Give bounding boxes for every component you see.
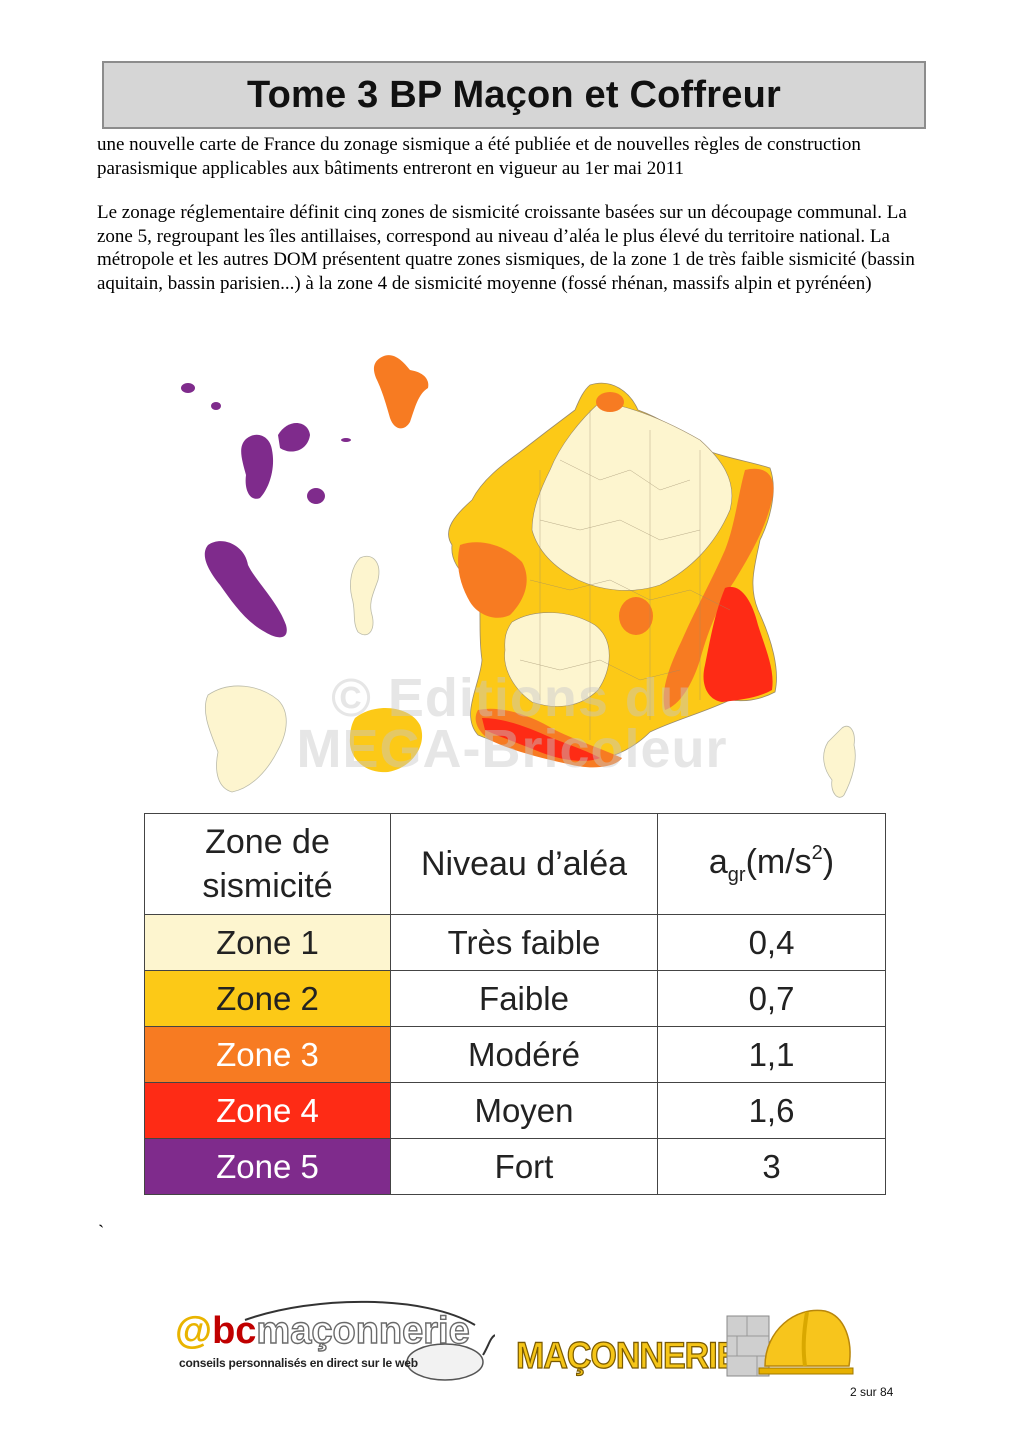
table-row: Zone 5 Fort 3	[144, 1138, 886, 1195]
logo-brand: @bcmaçonnerie	[175, 1309, 471, 1353]
seismic-map-svg	[181, 355, 856, 798]
logo-rest: maçonnerie	[256, 1309, 471, 1352]
maconnerie-banner: MAÇONNERIE	[515, 1334, 740, 1377]
france-zone3-west	[458, 542, 527, 618]
header-agr-sup: 2	[811, 842, 823, 864]
header-zone-line1: Zone de	[205, 823, 330, 861]
small-island-c	[341, 438, 351, 442]
zone-cell: Zone 1	[144, 914, 391, 971]
table-row: Zone 4 Moyen 1,6	[144, 1082, 886, 1139]
level-cell: Faible	[390, 970, 658, 1027]
intro-paragraph: une nouvelle carte de France du zonage s…	[97, 134, 861, 179]
seismic-zone-table: Zone de sismicité Niveau d’aléa agr(m/s2…	[144, 813, 886, 1195]
france-zone4-alps	[703, 586, 773, 702]
header-agr: agr(m/s2)	[657, 813, 886, 915]
logo-at: @	[175, 1310, 213, 1352]
zone-cell: Zone 2	[144, 970, 391, 1027]
header-level: Niveau d’aléa	[390, 813, 658, 915]
stray-mark: `	[98, 1222, 105, 1243]
france-zone3-east	[663, 468, 774, 710]
agr-cell: 1,6	[657, 1082, 886, 1139]
zone-cell: Zone 3	[144, 1026, 391, 1083]
level-cell: Très faible	[390, 914, 658, 971]
level-cell: Fort	[390, 1138, 658, 1195]
agr-cell: 1,1	[657, 1026, 886, 1083]
header-zone: Zone de sismicité	[144, 813, 391, 915]
france-zone4-pyrenees	[482, 718, 600, 761]
agr-cell: 0,4	[657, 914, 886, 971]
header-agr-unit: (m/s	[745, 843, 812, 881]
agr-cell: 0,7	[657, 970, 886, 1027]
marie-galante-island	[307, 488, 325, 504]
hard-hat-bricks-icon	[726, 1309, 854, 1377]
page-title: Tome 3 BP Maçon et Coffreur	[247, 73, 781, 116]
small-island-a	[181, 383, 195, 393]
department-borders	[519, 410, 731, 740]
zone-cell: Zone 5	[144, 1138, 391, 1195]
reunion-island	[349, 708, 423, 773]
saint-pierre-island	[350, 555, 380, 636]
logo-tagline: conseils personnalisés en direct sur le …	[179, 1356, 418, 1370]
header-zone-line2: sismicité	[202, 867, 333, 905]
header-agr-sub: gr	[727, 864, 746, 886]
guadeloupe-east-island	[278, 422, 310, 452]
agr-cell: 3	[657, 1138, 886, 1195]
table-row: Zone 1 Très faible 0,4	[144, 914, 886, 971]
table-header-row: Zone de sismicité Niveau d’aléa agr(m/s2…	[144, 813, 886, 915]
level-cell: Moyen	[390, 1082, 658, 1139]
france-zone3-center	[619, 597, 653, 635]
header-agr-a: a	[708, 843, 728, 881]
corsica-island	[823, 725, 856, 798]
france-zone1-paris-basin	[531, 401, 733, 591]
france-zone1-aquitaine	[504, 612, 610, 707]
abc-maconnerie-logo: @bcmaçonnerie conseils personnalisés en …	[175, 1290, 495, 1390]
logo-swoosh-icon	[244, 1300, 495, 1381]
guyane-territory	[204, 685, 287, 793]
seismic-map	[160, 340, 860, 810]
page-number: 2 sur 84	[850, 1385, 894, 1399]
france-zone3-north	[596, 392, 624, 412]
table-row: Zone 2 Faible 0,7	[144, 970, 886, 1027]
guadeloupe-island	[241, 434, 274, 499]
zoning-paragraph: Le zonage réglementaire définit cinq zon…	[97, 202, 915, 294]
logo-bc: bc	[212, 1310, 257, 1352]
small-island-b	[211, 402, 221, 410]
header-agr-close: )	[822, 843, 835, 881]
level-cell: Modéré	[390, 1026, 658, 1083]
mayotte-island	[373, 355, 429, 429]
martinique-island	[204, 541, 287, 638]
title-bar: Tome 3 BP Maçon et Coffreur	[102, 61, 926, 129]
zone-cell: Zone 4	[144, 1082, 391, 1139]
table-row: Zone 3 Modéré 1,1	[144, 1026, 886, 1083]
